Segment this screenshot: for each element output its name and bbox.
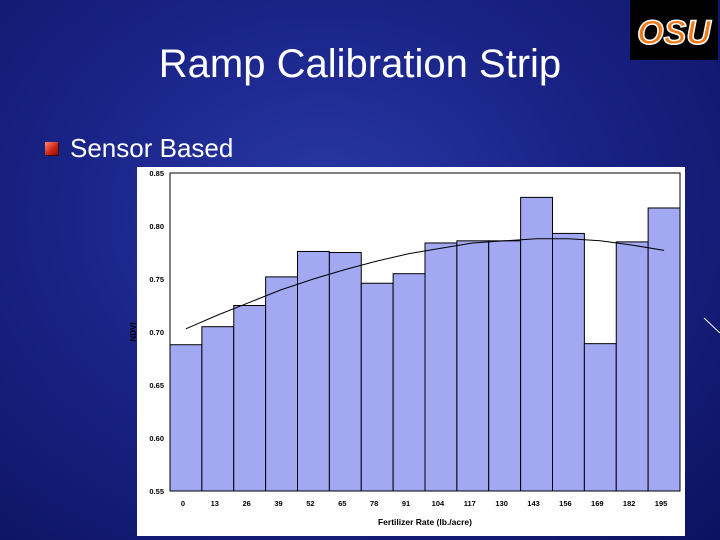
x-tick-label: 195 (655, 499, 668, 508)
x-tick-label: 78 (370, 499, 378, 508)
bar-104 (424, 242, 458, 492)
x-tick-label: 182 (623, 499, 636, 508)
bar-78 (360, 282, 394, 492)
bar-130 (488, 240, 522, 492)
y-tick-labels: 0.85 0.80 0.75 0.70 0.65 0.60 0.55 (149, 169, 164, 496)
x-tick-label: 39 (274, 499, 282, 508)
x-tick-label: 143 (527, 499, 540, 508)
x-tick-label: 26 (243, 499, 251, 508)
y-tick-label: 0.55 (149, 487, 164, 496)
bar-182 (615, 241, 649, 492)
x-tick-label: 65 (338, 499, 346, 508)
bar-143 (520, 196, 553, 492)
x-tick-label: 117 (464, 499, 476, 508)
y-tick-label: 0.60 (149, 434, 164, 443)
bar-39 (265, 276, 298, 492)
bar-65 (328, 252, 362, 492)
x-axis-label: Fertilizer Rate (lb./acre) (378, 517, 472, 527)
x-tick-label: 52 (306, 499, 314, 508)
y-tick-label: 0.85 (149, 169, 164, 178)
bars-group (169, 196, 681, 492)
square-bullet-icon (45, 141, 58, 155)
x-tick-label: 0 (181, 499, 185, 508)
bar-117 (456, 240, 490, 492)
trendline-group (185, 238, 665, 330)
osu-logo: OSU (630, 0, 718, 60)
y-tick-label: 0.70 (149, 328, 164, 337)
y-tick-label: 0.75 (149, 275, 164, 284)
bar-169 (583, 343, 617, 492)
y-axis-label: NDVI (129, 322, 138, 341)
slide-title: Ramp Calibration Strip (158, 42, 562, 86)
bar-91 (392, 273, 426, 492)
bar-0 (169, 344, 203, 492)
bar-156 (552, 232, 585, 492)
x-tick-label: 169 (591, 499, 604, 508)
x-tick-label: 104 (432, 499, 445, 508)
x-tick-label: 130 (495, 499, 508, 508)
svg-text:OSU: OSU (637, 14, 712, 52)
bullet-item: Sensor Based (45, 131, 233, 165)
bar-13 (201, 326, 235, 492)
bullet-text: Sensor Based (70, 132, 234, 163)
x-tick-label: 156 (559, 499, 572, 508)
bar-195 (647, 207, 681, 492)
y-tick-label: 0.65 (149, 381, 164, 390)
x-tick-labels: 0 13 26 39 52 65 78 91 104 117 130 143 156 169 182 195 (181, 499, 667, 508)
x-tick-label: 13 (211, 499, 219, 508)
bar-52 (297, 250, 330, 492)
x-tick-label: 91 (402, 499, 410, 508)
trendline (185, 238, 665, 330)
osu-logo-graphic: OSU (632, 2, 716, 58)
bar-26 (233, 305, 267, 492)
y-tick-label: 0.80 (149, 222, 164, 231)
